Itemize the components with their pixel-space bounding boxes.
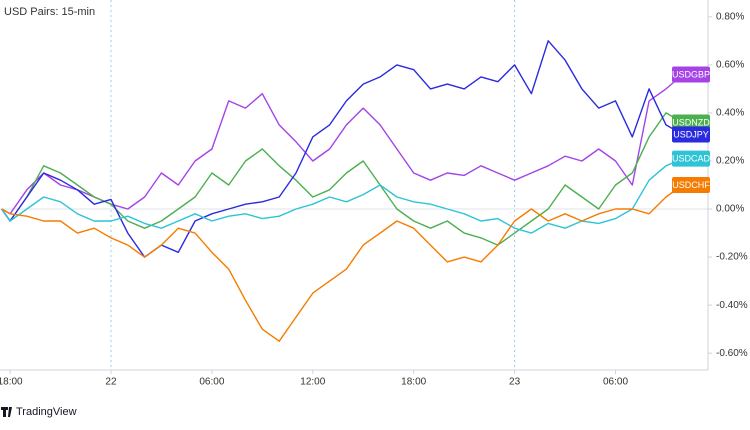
y-tick-label: 0.00% xyxy=(716,204,744,215)
x-tick-label: 18:00 xyxy=(401,377,426,388)
chart-title: USD Pairs: 15-min xyxy=(4,6,95,18)
last-value-tag xyxy=(672,126,710,143)
x-tick-label: 18:00 xyxy=(0,377,23,388)
x-tick-label: 06:00 xyxy=(603,377,628,388)
series-label: USDNZD xyxy=(672,117,710,127)
y-tick-label: -0.60% xyxy=(716,348,748,359)
footer-text: TradingView xyxy=(16,406,77,418)
series-line xyxy=(1,112,684,246)
x-tick-label: 06:00 xyxy=(199,377,224,388)
y-tick-label: -0.20% xyxy=(716,252,748,263)
grid-layer xyxy=(0,0,708,370)
last-value-tag xyxy=(672,150,710,167)
series-label: USDJPY xyxy=(673,129,709,139)
x-tick-label: 12:00 xyxy=(300,377,325,388)
y-tick-label: 0.60% xyxy=(716,60,744,71)
x-tick-label: 23 xyxy=(509,377,521,388)
last-value-tag xyxy=(672,177,710,193)
y-tick-label: 0.80% xyxy=(716,11,744,22)
logo-icon xyxy=(1,407,12,417)
series-line xyxy=(1,184,684,342)
series-line xyxy=(1,40,684,258)
lines-layer xyxy=(1,40,684,342)
series-label: USDCHF xyxy=(672,180,710,190)
last-value-tag xyxy=(672,66,710,83)
y-tick-label: 0.20% xyxy=(716,156,744,167)
series-label: USDCAD xyxy=(672,153,711,163)
series-line xyxy=(1,157,684,234)
y-tick-label: -0.40% xyxy=(716,300,748,311)
axes-layer: 0.80% 0.60% 0.40% 0.20% 0.00% -0.20% -0.40% -0.… xyxy=(0,0,748,388)
series-label: USDGBP xyxy=(672,69,710,79)
footer-logo xyxy=(1,407,12,417)
y-tick-label: 0.40% xyxy=(716,108,744,119)
last-value-tag xyxy=(672,114,710,131)
x-tick-label: 22 xyxy=(105,377,117,388)
